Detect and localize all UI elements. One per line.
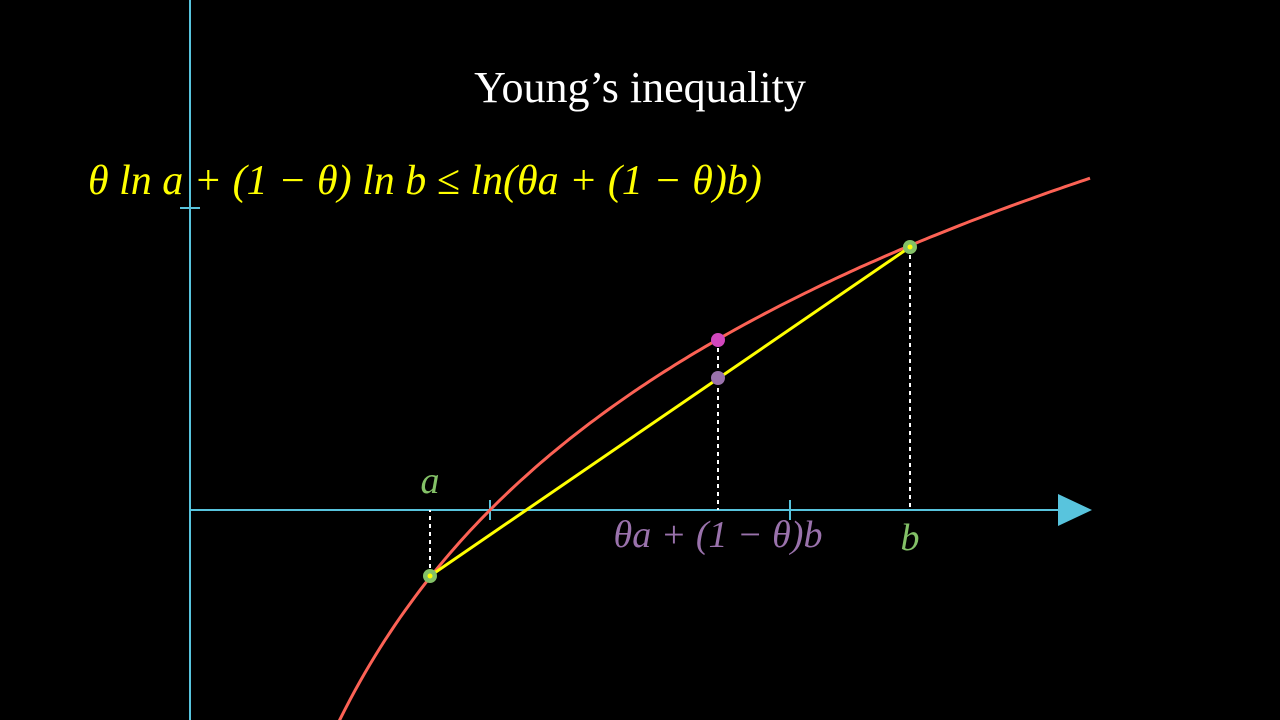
label-mix: θa + (1 − θ)b bbox=[614, 514, 823, 556]
point-b-core bbox=[907, 244, 913, 250]
label-a: a bbox=[421, 460, 440, 502]
title: Young’s inequality bbox=[474, 63, 806, 112]
x-axis-arrow bbox=[1058, 494, 1092, 526]
chord bbox=[429, 245, 911, 578]
label-b: b bbox=[901, 517, 920, 559]
point-chord bbox=[711, 371, 725, 385]
formula: θ ln a + (1 − θ) ln b ≤ ln(θa + (1 − θ)b… bbox=[88, 158, 762, 204]
point-curve bbox=[711, 333, 725, 347]
point-a-core bbox=[427, 573, 433, 579]
